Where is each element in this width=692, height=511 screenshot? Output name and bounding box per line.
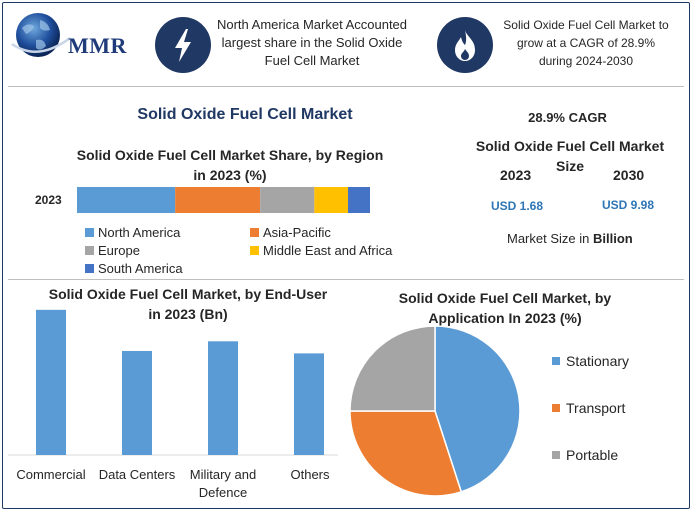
pie-legend-stationary: Stationary (552, 353, 629, 369)
header-fact-cagr: Solid Oxide Fuel Cell Market to grow at … (503, 18, 669, 68)
legend-swatch (250, 228, 259, 237)
main-title: Solid Oxide Fuel Cell Market (137, 106, 353, 123)
pie-slice-transport (349, 410, 463, 497)
region-bar-segment-0 (77, 187, 176, 213)
pie-legend-portable: Portable (552, 447, 618, 463)
globe-icon (11, 13, 71, 57)
end-user-xlabel-commercial: Commercial (16, 467, 86, 482)
pie-legend-transport: Transport (552, 400, 625, 416)
flame-icon (437, 17, 493, 73)
pie-slice-portable (349, 325, 436, 412)
year-2023: 2023 (500, 167, 532, 183)
legend-south-america: South America (85, 261, 183, 276)
legend-swatch (552, 357, 560, 365)
end-user-bar-3 (294, 353, 324, 455)
region-chart-category-label: 2023 (35, 193, 62, 207)
legend-asia-pacific: Asia-Pacific (250, 225, 331, 240)
legend-label: Stationary (566, 353, 630, 369)
legend-label: Asia-Pacific (263, 225, 331, 240)
end-user-xlabel-others: Others (290, 467, 330, 482)
market-size-unit-bold: Billion (592, 231, 633, 246)
end-user-bar-1 (122, 350, 152, 455)
region-chart-title: Solid Oxide Fuel Cell Market Share, by R… (76, 147, 384, 183)
application-pie-chart (349, 325, 521, 497)
market-size-unit: Market Size in Billion (507, 231, 633, 246)
market-size-unit-prefix: Market Size in (507, 231, 593, 246)
region-bar-segment-1 (175, 187, 261, 213)
legend-label: Portable (566, 447, 619, 463)
section-divider (8, 279, 684, 280)
end-user-xlabel-military: Military and Defence (189, 467, 257, 500)
end-user-bar-chart (8, 309, 338, 456)
end-user-bar-2 (208, 341, 238, 455)
lightning-bolt-icon (155, 17, 211, 73)
legend-label: South America (98, 261, 183, 276)
legend-swatch (85, 228, 94, 237)
legend-swatch (250, 246, 259, 255)
region-stacked-bar-chart (77, 187, 370, 213)
market-size-title: Solid Oxide Fuel Cell Market Size (475, 138, 665, 174)
logo: MMR (10, 10, 140, 66)
region-bar-segment-2 (260, 187, 315, 213)
legend-middle-east-africa: Middle East and Africa (250, 243, 392, 258)
legend-europe: Europe (85, 243, 140, 258)
legend-label: Transport (566, 400, 626, 416)
end-user-bar-0 (36, 309, 66, 455)
end-user-xlabel-data-centers: Data Centers (98, 467, 176, 482)
legend-swatch (85, 246, 94, 255)
header-divider (8, 86, 684, 87)
legend-label: North America (98, 225, 181, 240)
legend-swatch (552, 404, 560, 412)
legend-swatch (552, 451, 560, 459)
pie-slice-stationary (434, 325, 521, 493)
legend-north-america: North America (85, 225, 180, 240)
value-2023: USD 1.68 (491, 199, 544, 213)
legend-label: Middle East and Africa (263, 243, 393, 258)
value-2030: USD 9.98 (602, 198, 655, 212)
header-fact-north-america: North America Market Accounted largest s… (216, 17, 408, 68)
region-bar-segment-4 (348, 187, 370, 213)
legend-swatch (85, 264, 94, 273)
application-chart-title: Solid Oxide Fuel Cell Market, by Applica… (398, 290, 612, 326)
legend-label: Europe (98, 243, 140, 258)
cagr-label: 28.9% CAGR (528, 110, 607, 125)
logo-text: MMR (68, 33, 127, 58)
year-2030: 2030 (613, 167, 645, 183)
region-bar-segment-3 (314, 187, 349, 213)
end-user-chart-title: Solid Oxide Fuel Cell Market, by End-Use… (48, 286, 328, 322)
